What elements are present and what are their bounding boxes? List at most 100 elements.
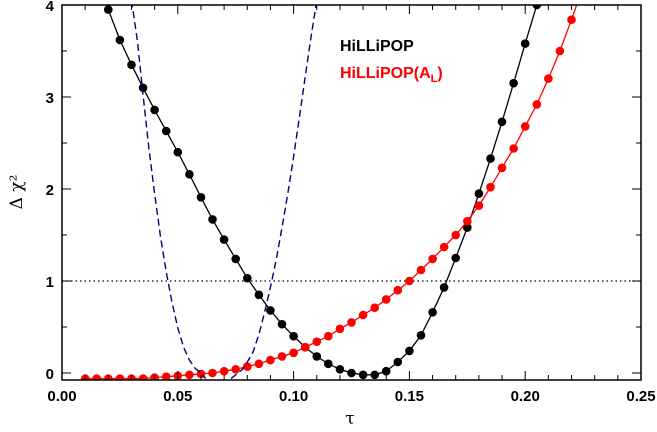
series-1-point-12	[219, 366, 229, 376]
legend-entry-hillipop-al-sub: L	[431, 73, 438, 85]
series-0-point-38	[532, 5, 542, 10]
series-1-point-1	[92, 374, 101, 380]
series-0-point-28	[416, 331, 426, 340]
series-1-point-34	[474, 201, 484, 210]
series-0-point-22	[347, 368, 356, 378]
series-0-point-17	[289, 331, 298, 341]
series-1-point-30	[428, 254, 437, 264]
series-0-point-4	[138, 83, 148, 93]
series-1-point-22	[335, 324, 345, 334]
legend: HiLLiPOP HiLLiPOP(AL)	[340, 38, 443, 85]
series-0-point-8	[185, 170, 194, 179]
y-tick-label-4: 4	[46, 0, 55, 15]
series-0-point-12	[231, 254, 240, 264]
x-tick-label-4: 0.20	[511, 388, 540, 405]
series-line-3	[230, 5, 317, 380]
series-1-point-41	[555, 46, 565, 56]
x-axis-title: τ	[345, 409, 354, 429]
series-1-point-11	[208, 368, 217, 378]
series-1-point-35	[486, 182, 495, 192]
series-0-point-36	[509, 78, 518, 88]
series-1-point-9	[185, 370, 194, 380]
series-0-point-6	[161, 126, 171, 136]
series-1-point-23	[347, 318, 356, 327]
series-1-point-29	[416, 265, 426, 275]
series-1-point-20	[312, 337, 322, 347]
series-1-point-25	[370, 303, 380, 313]
series-1-point-36	[497, 163, 507, 173]
series-0-point-33	[474, 189, 484, 198]
series-0-point-2	[115, 35, 125, 45]
series-1-point-24	[358, 310, 368, 320]
series-1-point-15	[254, 359, 264, 369]
series-0-point-5	[150, 105, 159, 115]
series-0-point-31	[451, 253, 461, 263]
series-0-point-16	[277, 319, 287, 329]
series-0-point-32	[463, 223, 472, 232]
series-0-point-23	[358, 370, 368, 380]
series-1-point-18	[289, 348, 298, 358]
series-1-point-39	[532, 100, 542, 109]
y-axis-title: Δ χ²	[7, 175, 27, 210]
series-1-point-27	[393, 285, 403, 295]
legend-entry-hillipop-al-main: HiLLiPOP(A	[340, 65, 431, 82]
tick-layer: 0.00 0.05 0.10 0.15 0.20 0.25 0 1 2 3 4	[46, 0, 656, 405]
series-1-point-13	[231, 365, 240, 374]
series-1-point-19	[300, 342, 310, 352]
x-tick-label-1: 0.05	[163, 388, 192, 405]
y-tick-label-1: 1	[46, 274, 54, 291]
series-0-point-25	[381, 366, 391, 376]
series-0-point-3	[127, 60, 136, 70]
series-0-point-11	[219, 235, 229, 244]
series-0-point-37	[520, 39, 530, 48]
series-0-point-19	[312, 352, 322, 361]
series-0-point-29	[428, 308, 437, 317]
series-line-0	[106, 5, 538, 376]
x-tick-label-2: 0.10	[279, 388, 308, 405]
series-0-point-10	[208, 215, 217, 224]
series-0-point-7	[173, 147, 183, 157]
series-0-point-13	[243, 273, 252, 283]
x-tick-label-5: 0.25	[626, 388, 655, 405]
series-1-point-3	[115, 374, 125, 380]
y-tick-label-3: 3	[46, 90, 54, 107]
series-0-point-15	[266, 306, 275, 315]
series-1-point-37	[509, 144, 518, 153]
data-layer	[80, 5, 578, 380]
series-1-point-16	[266, 355, 275, 365]
series-1-point-38	[520, 122, 530, 131]
series-0-point-35	[497, 117, 507, 127]
series-0-point-30	[439, 283, 449, 292]
legend-entry-hillipop-al-close: )	[437, 65, 442, 82]
series-0-point-9	[196, 193, 206, 202]
y-tick-label-0: 0	[46, 366, 54, 383]
series-0-point-26	[393, 357, 403, 367]
series-1-point-26	[381, 295, 391, 304]
plot-frame	[61, 4, 642, 381]
y-tick-label-2: 2	[46, 182, 54, 199]
series-line-2	[131, 5, 207, 379]
series-0-point-14	[254, 290, 264, 300]
series-1-point-21	[324, 331, 333, 341]
series-0-point-24	[370, 370, 380, 380]
series-1-point-32	[451, 230, 461, 240]
series-1-point-31	[439, 242, 449, 252]
legend-entry-hillipop: HiLLiPOP	[340, 38, 414, 55]
series-0-point-27	[405, 346, 414, 356]
series-1-point-17	[277, 352, 287, 361]
x-tick-label-3: 0.15	[395, 388, 424, 405]
series-1-point-7	[161, 372, 171, 380]
series-1-point-33	[463, 216, 472, 226]
series-line-1	[85, 5, 578, 380]
series-1-point-14	[243, 362, 252, 371]
series-1-point-28	[405, 276, 414, 286]
series-1-point-40	[544, 74, 553, 83]
series-1-point-42	[567, 15, 576, 24]
series-1-point-5	[138, 374, 148, 380]
series-0-point-21	[335, 365, 345, 374]
legend-entry-hillipop-al: HiLLiPOP(AL)	[340, 65, 443, 85]
x-tick-label-0: 0.00	[47, 388, 76, 405]
series-0-point-34	[486, 154, 495, 163]
series-0-point-20	[324, 359, 333, 369]
